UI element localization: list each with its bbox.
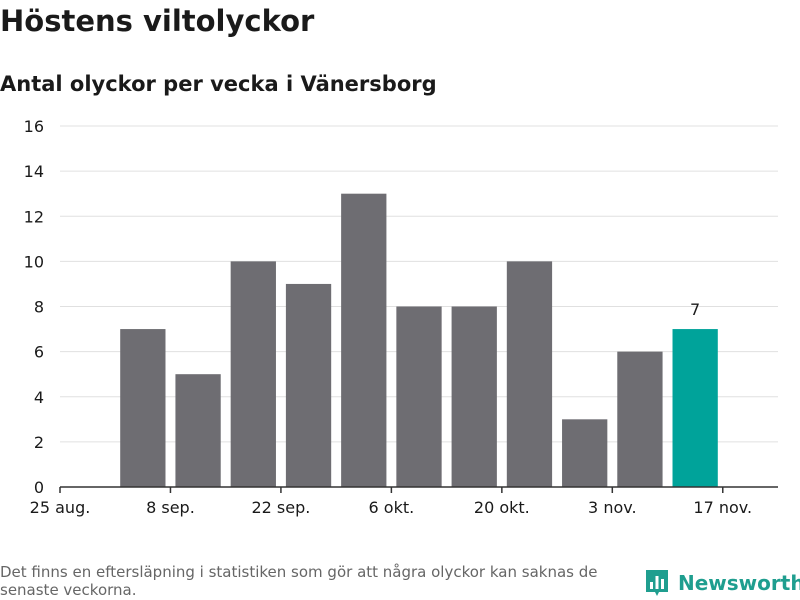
data-label-highlight: 7 bbox=[690, 300, 700, 319]
y-axis: 0 2 4 6 8 10 12 14 16 bbox=[24, 117, 44, 497]
y-tick-label: 2 bbox=[34, 433, 44, 452]
x-tick-label: 8 sep. bbox=[146, 498, 195, 517]
x-tick-label: 20 okt. bbox=[474, 498, 530, 517]
bar bbox=[230, 261, 276, 487]
newsworthy-brand[interactable]: Newsworthy bbox=[644, 568, 800, 598]
bar bbox=[396, 306, 442, 487]
y-tick-label: 4 bbox=[34, 388, 44, 407]
y-tick-label: 12 bbox=[24, 207, 44, 226]
x-tick-label: 3 nov. bbox=[588, 498, 637, 517]
bar bbox=[506, 261, 553, 487]
x-tick-label: 6 okt. bbox=[369, 498, 415, 517]
bar bbox=[120, 329, 166, 487]
chart-subtitle: Antal olyckor per vecka i Vänersborg bbox=[0, 72, 437, 96]
y-tick-label: 10 bbox=[24, 252, 44, 271]
footnote: Det finns en eftersläpning i statistiken… bbox=[0, 563, 598, 599]
y-tick-label: 8 bbox=[34, 298, 44, 317]
bar bbox=[617, 351, 663, 487]
bar-highlighted bbox=[672, 329, 718, 487]
chart-title: Höstens viltolyckor bbox=[0, 4, 315, 38]
newsworthy-logo-icon bbox=[646, 570, 668, 596]
x-tick-label: 25 aug. bbox=[30, 498, 91, 517]
brand-name: Newsworthy bbox=[678, 571, 800, 595]
y-tick-label: 14 bbox=[24, 162, 44, 181]
bars bbox=[120, 193, 718, 487]
data-labels: 7 bbox=[690, 300, 700, 319]
x-tick-label: 17 nov. bbox=[693, 498, 752, 517]
x-axis: 25 aug. 8 sep. 22 sep. 6 okt. 20 okt. 3 nov. 1… bbox=[30, 486, 778, 517]
bar bbox=[562, 419, 608, 487]
bar bbox=[175, 374, 221, 487]
y-tick-label: 6 bbox=[34, 343, 44, 362]
bar bbox=[285, 283, 332, 487]
y-tick-label: 0 bbox=[34, 478, 44, 497]
bar-chart: 0 2 4 6 8 10 12 14 16 25 aug. 8 sep. 22 sep. 6 okt.… bbox=[24, 117, 778, 517]
x-tick-label: 22 sep. bbox=[251, 498, 310, 517]
bar bbox=[451, 306, 497, 487]
bar bbox=[341, 193, 387, 487]
y-tick-label: 16 bbox=[24, 117, 44, 136]
